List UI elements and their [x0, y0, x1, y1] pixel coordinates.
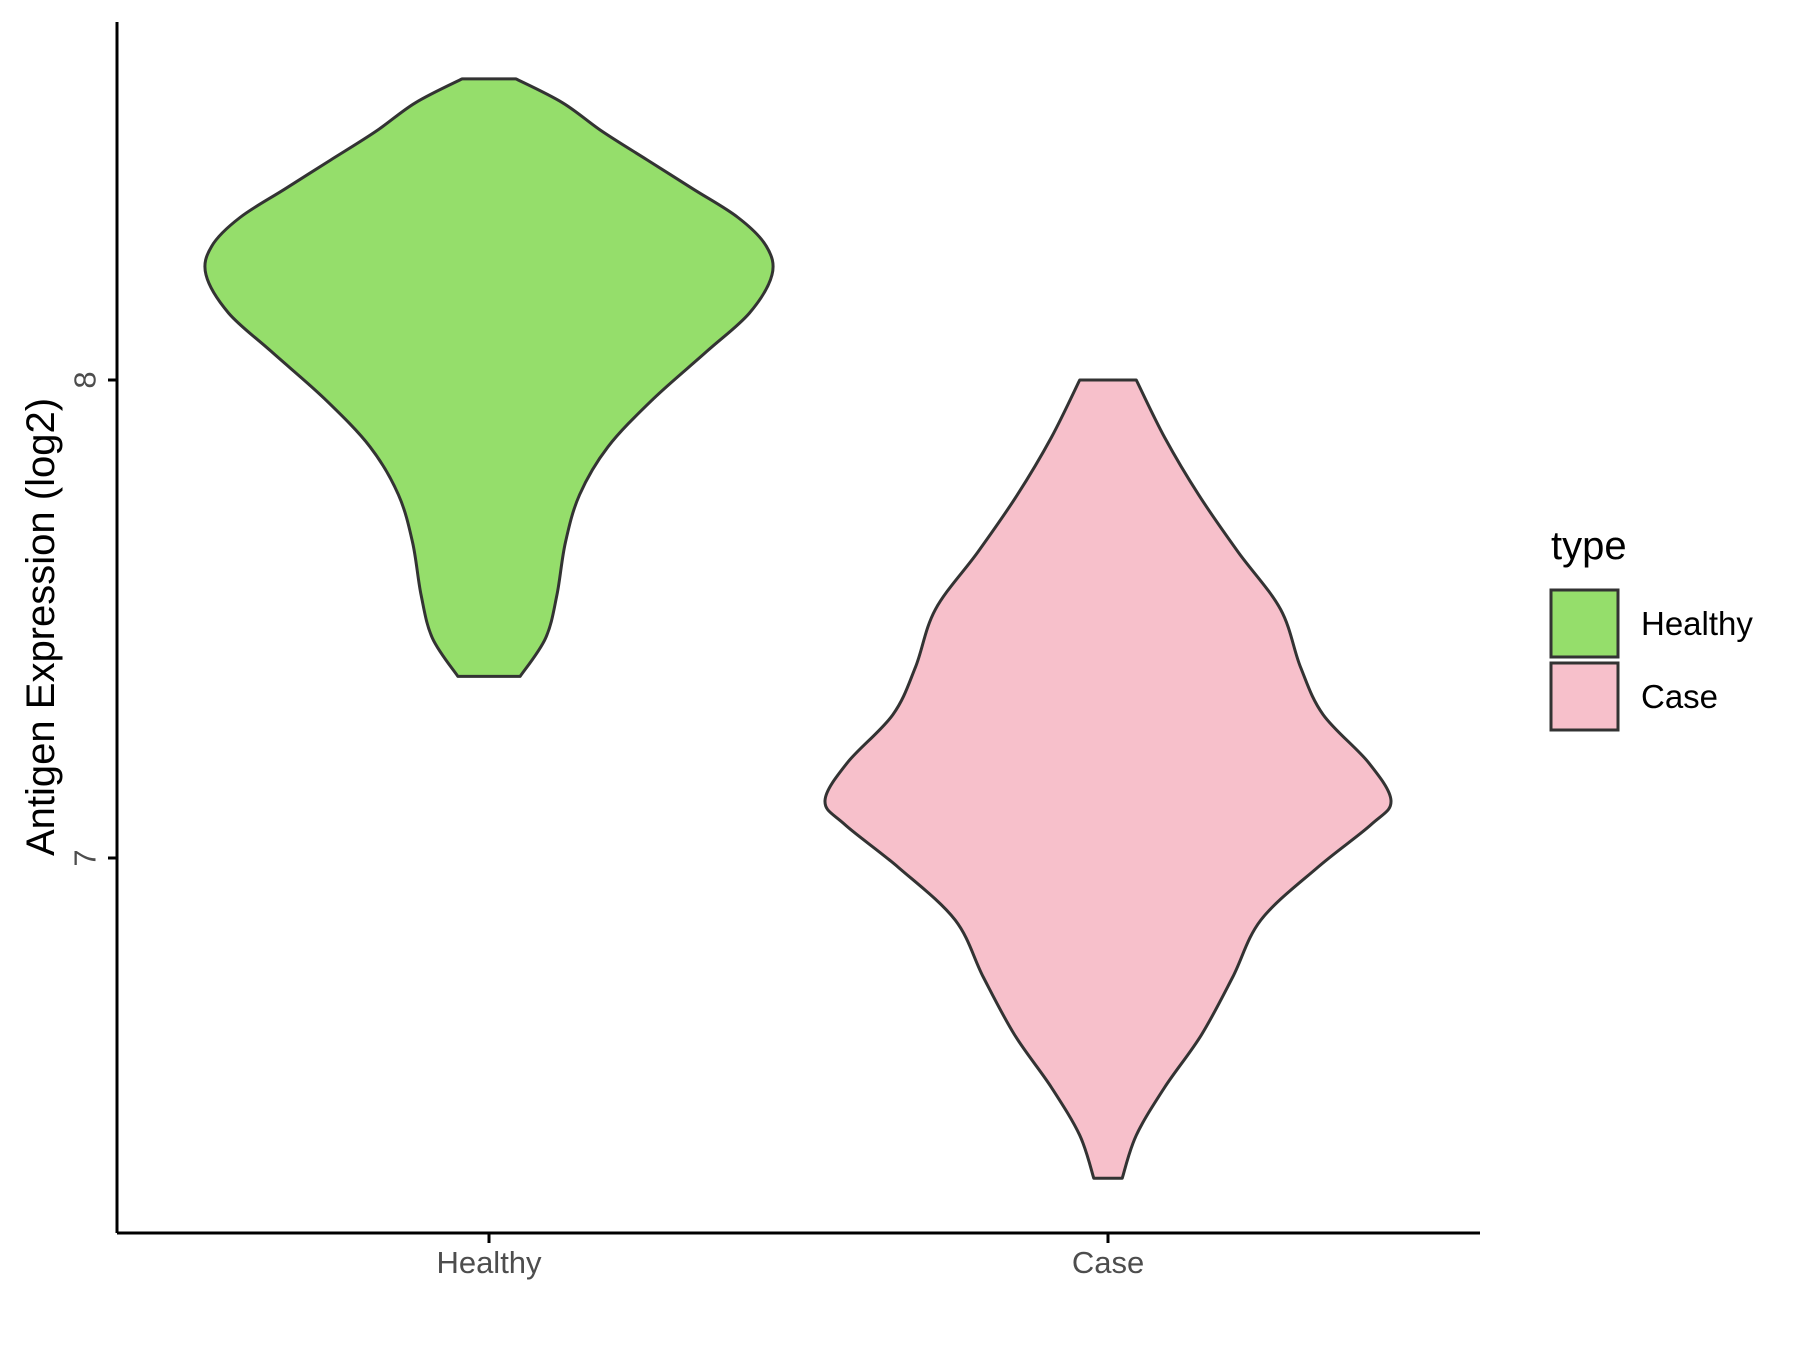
violin-case — [823, 378, 1393, 1180]
legend-label-healthy: Healthy — [1641, 605, 1753, 642]
x-ticks: Healthy Case — [436, 1233, 1144, 1280]
legend-label-case: Case — [1641, 678, 1718, 715]
y-tick-label: 8 — [68, 371, 103, 388]
x-tick-label: Case — [1072, 1245, 1144, 1280]
y-tick-label: 7 — [68, 849, 103, 866]
legend-title: type — [1551, 524, 1627, 568]
legend-swatch-healthy — [1549, 588, 1620, 659]
axes-layer — [115, 22, 1480, 1235]
legend-swatch-case — [1549, 661, 1620, 732]
violin-healthy — [203, 77, 775, 678]
violins-layer — [203, 77, 1393, 1180]
y-axis-title: Antigen Expression (log2) — [19, 398, 63, 856]
legend: type Healthy Case — [1549, 524, 1753, 732]
x-tick-label: Healthy — [436, 1245, 542, 1280]
y-ticks: 78 — [68, 371, 117, 867]
